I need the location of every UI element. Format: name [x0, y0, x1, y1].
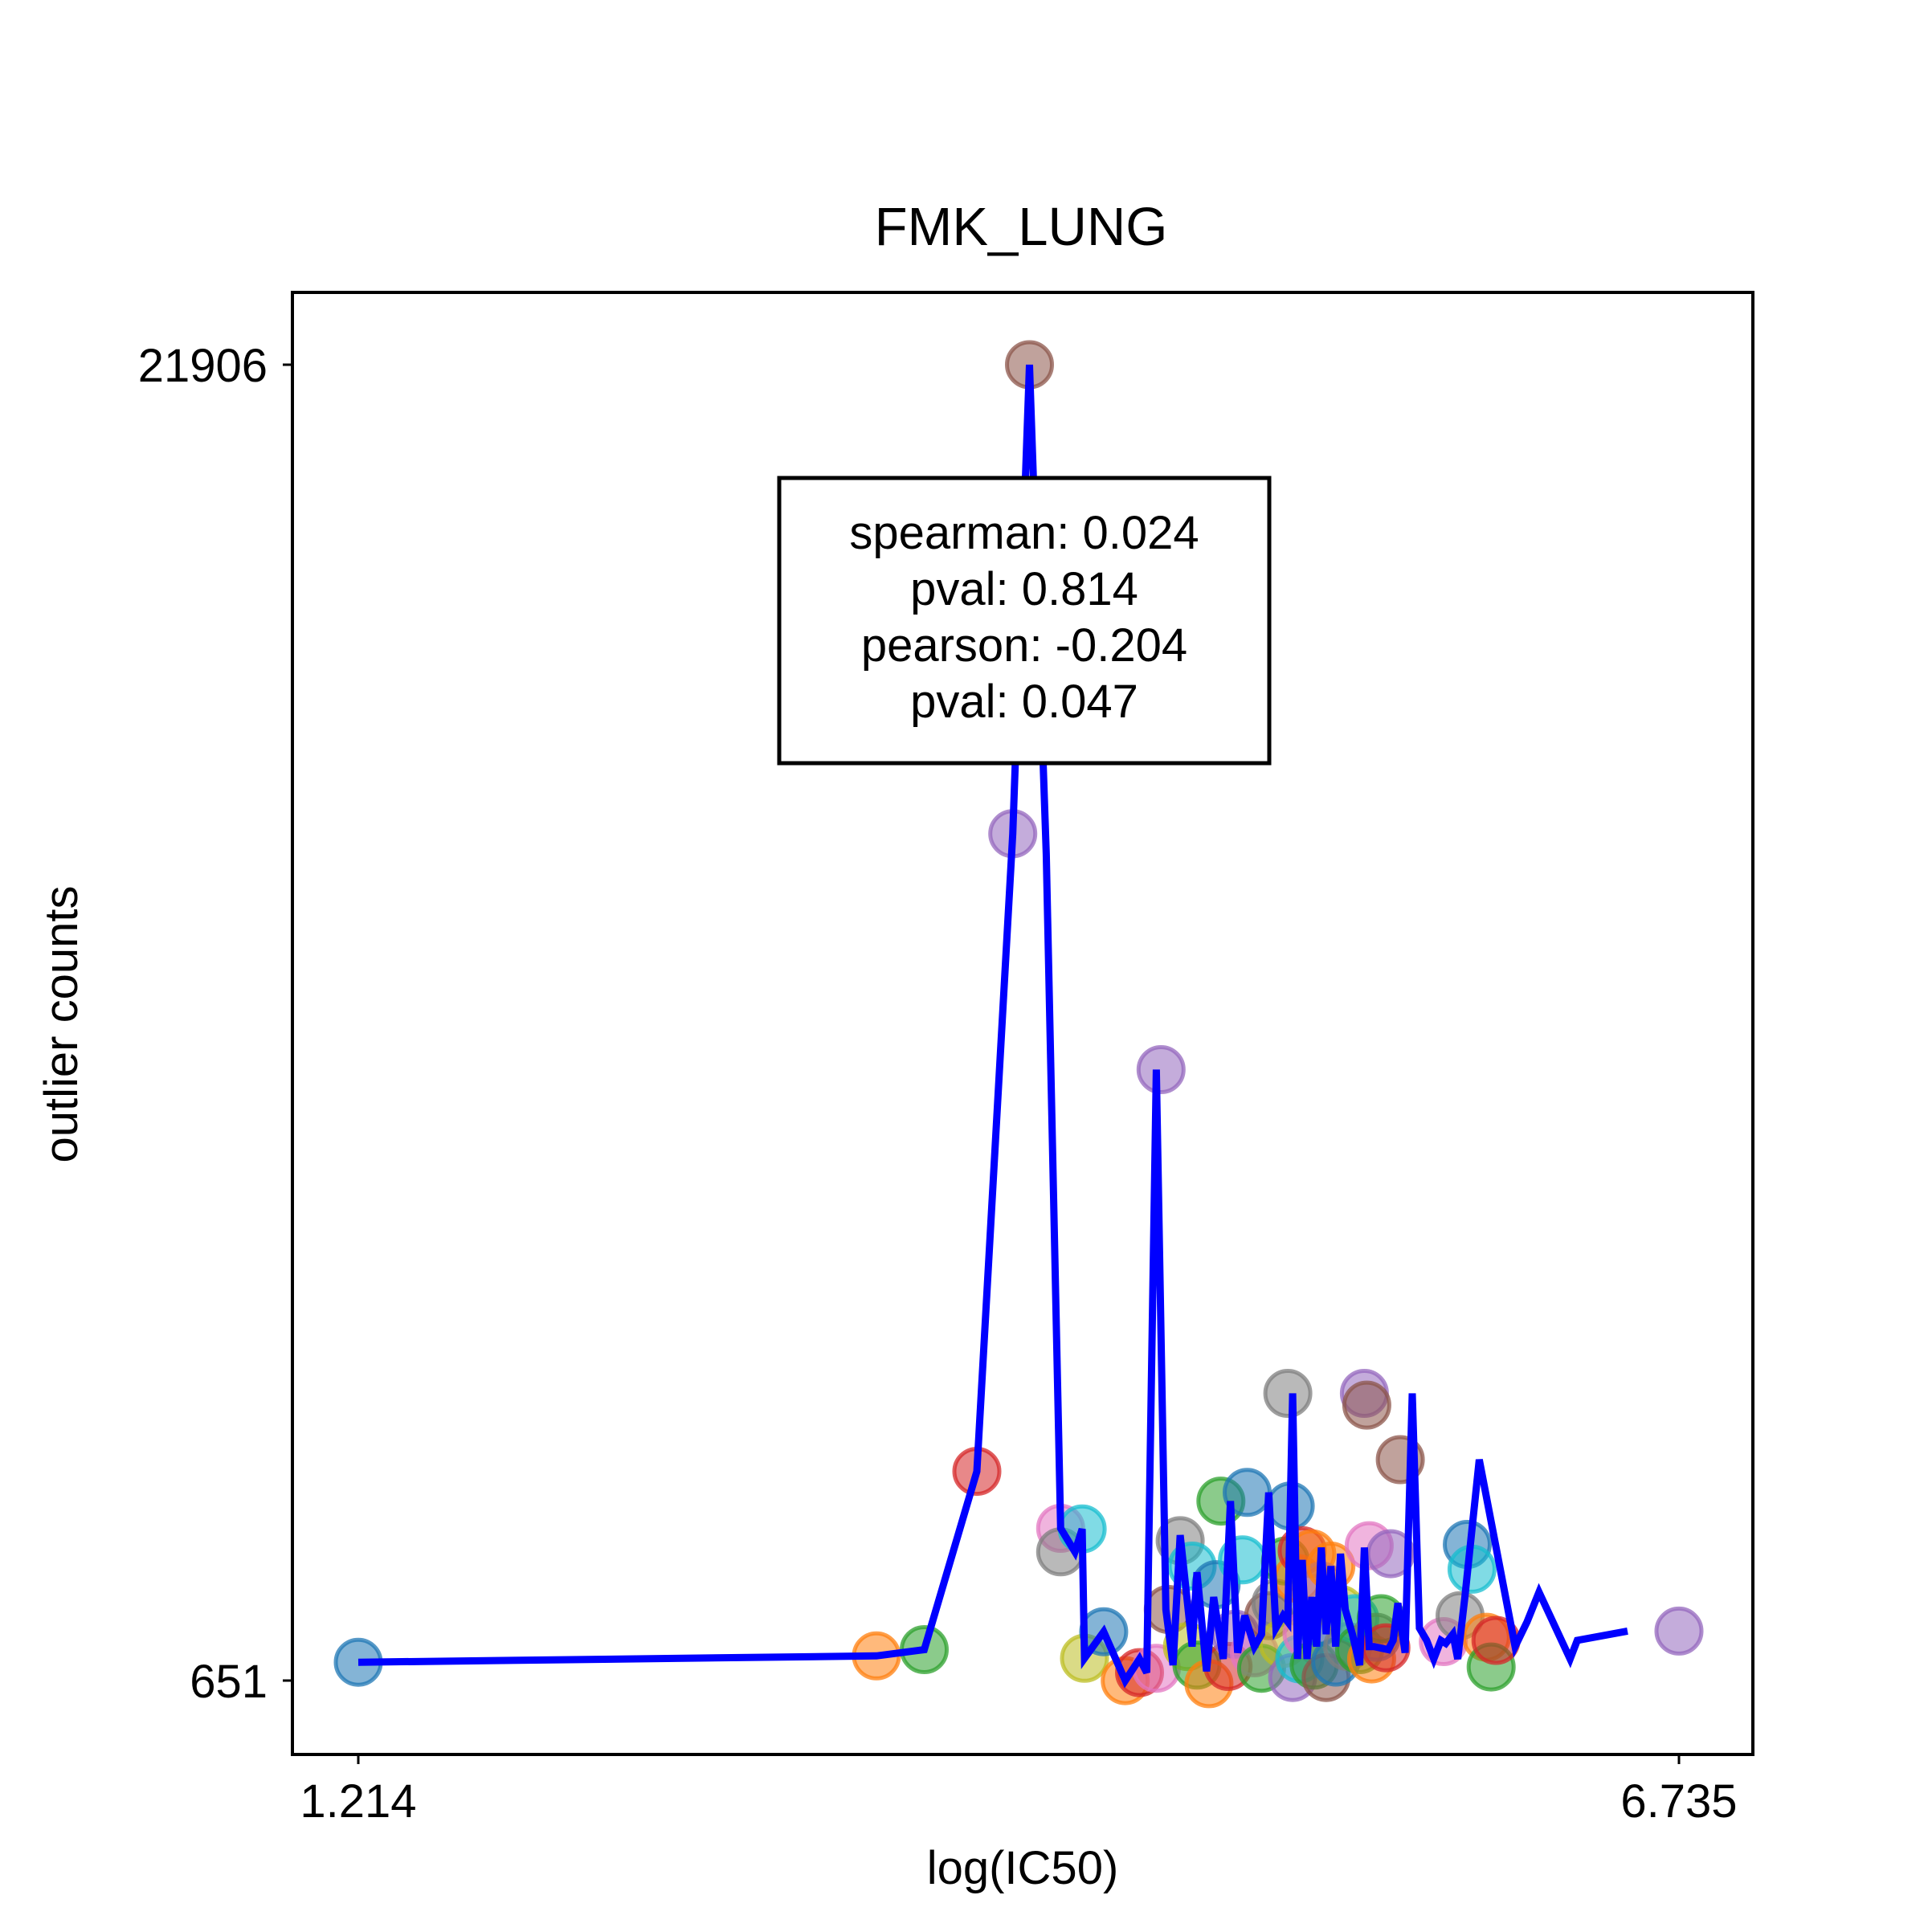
stats-box-frame	[777, 476, 1272, 766]
scatter-point	[1136, 1045, 1186, 1094]
x-tick-label: 1.214	[300, 1775, 416, 1828]
stats-pearson: pearson: -0.204	[861, 619, 1187, 672]
scatter-point	[1654, 1606, 1704, 1656]
scatter-point	[1342, 1380, 1391, 1430]
scatter-point	[1263, 1369, 1313, 1418]
y-axis-label: outlier counts	[35, 886, 88, 1163]
plot-frame	[291, 291, 1754, 1756]
stats-spearman: spearman: 0.024	[849, 507, 1199, 559]
x-axis-label: log(IC50)	[927, 1842, 1119, 1894]
line-layer	[357, 364, 1628, 1689]
x-tick-label: 6.735	[1620, 1775, 1737, 1828]
y-tick-label: 651	[190, 1656, 268, 1708]
trend-line	[357, 364, 1628, 1689]
y-tick-label: 21906	[138, 340, 268, 392]
stats-pearson-pval: pval: 0.047	[910, 676, 1138, 728]
stats-box: spearman: 0.024 pval: 0.814 pearson: -0.…	[777, 476, 1272, 766]
chart-title: FMK_LUNG	[875, 197, 1168, 257]
stats-spearman-pval: pval: 0.814	[910, 563, 1138, 615]
